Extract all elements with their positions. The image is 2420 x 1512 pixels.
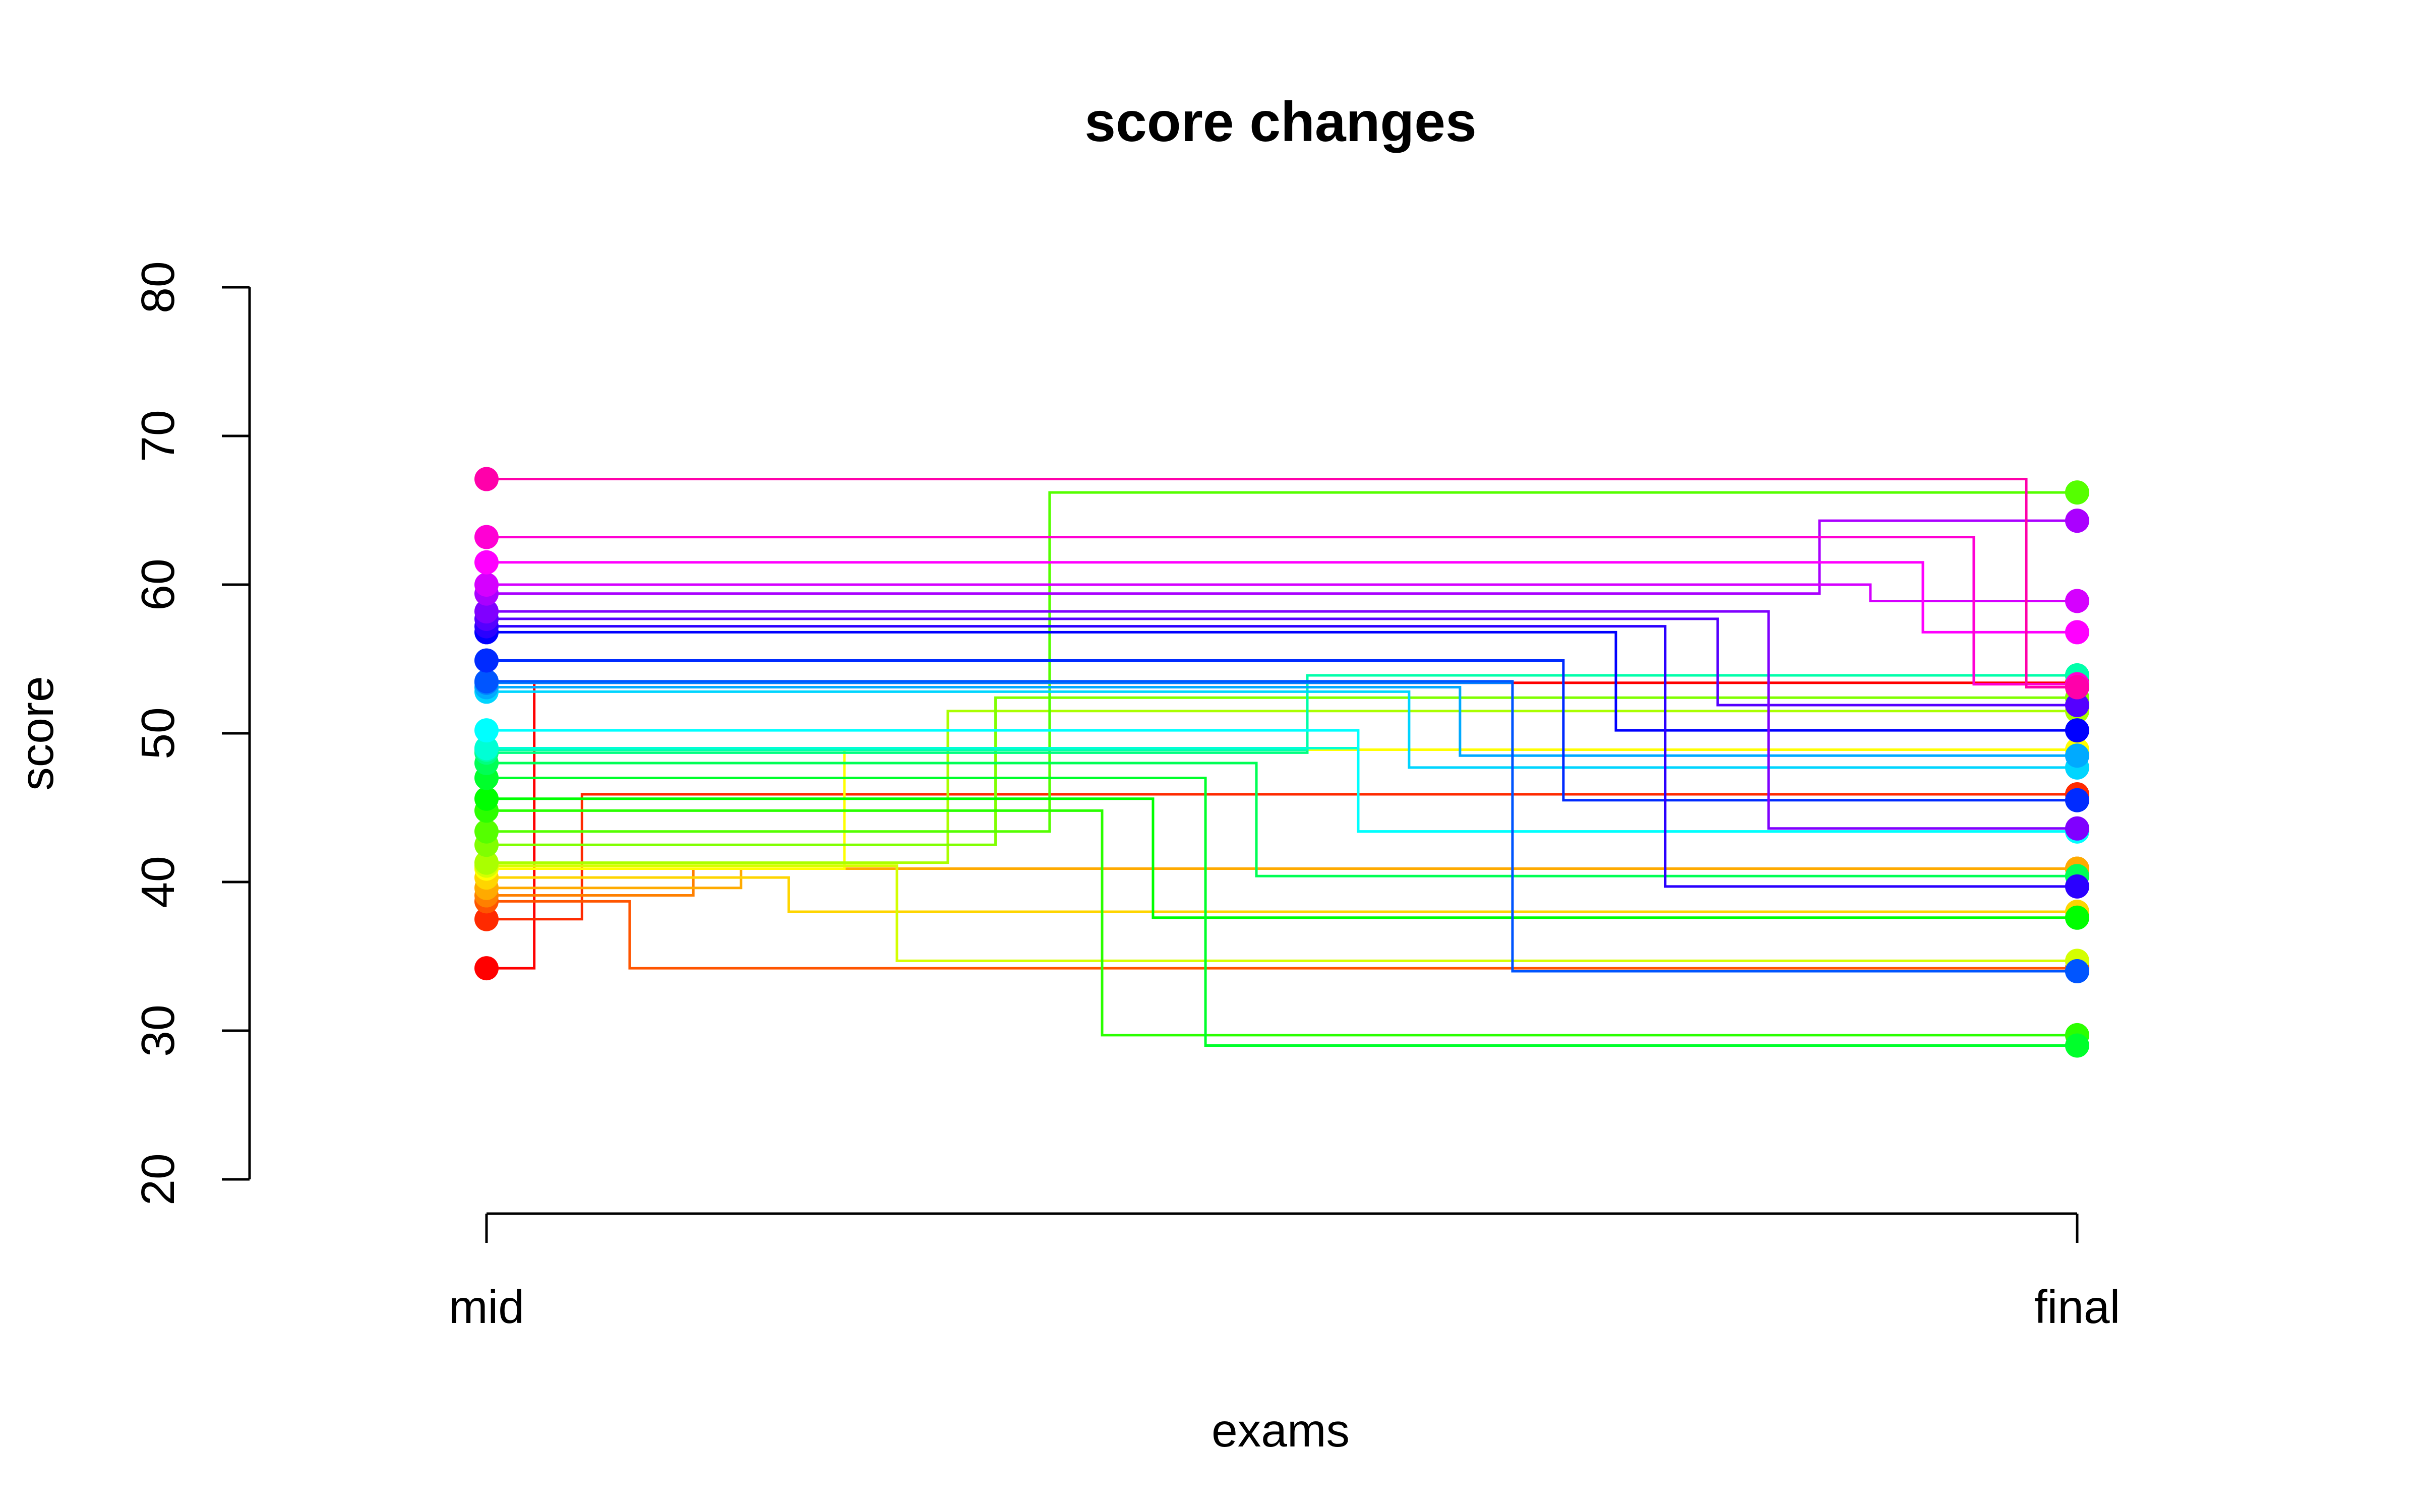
series-11 — [474, 480, 2089, 844]
series-3 — [474, 889, 2089, 981]
series-6 — [474, 865, 2089, 924]
mid-point — [474, 573, 499, 597]
series-22 — [474, 670, 2089, 983]
series-line — [487, 625, 2077, 888]
final-point — [2065, 874, 2089, 899]
mid-point — [474, 599, 499, 624]
series-8 — [474, 853, 2089, 973]
final-point — [2065, 959, 2089, 983]
mid-point — [474, 736, 499, 761]
series-23 — [474, 669, 2089, 983]
series-line — [487, 659, 2077, 802]
x-axis: mid final — [449, 1212, 2121, 1333]
mid-point — [474, 648, 499, 673]
series-2 — [474, 782, 2089, 931]
series-line — [487, 710, 2077, 864]
final-point — [2065, 480, 2089, 505]
mid-point — [474, 819, 499, 844]
y-tick-label: 40 — [132, 856, 184, 908]
mid-point — [474, 525, 499, 549]
series-line — [487, 680, 2077, 973]
final-point — [2065, 509, 2089, 533]
chart-title: score changes — [1084, 91, 1476, 153]
series-13 — [474, 786, 2089, 930]
final-point — [2065, 692, 2089, 717]
series-line — [487, 617, 2077, 707]
series-31 — [474, 550, 2089, 645]
series-33 — [474, 467, 2089, 700]
series-line — [487, 610, 2077, 830]
y-tick-label: 50 — [132, 707, 184, 759]
series-1 — [474, 670, 2089, 981]
series-28 — [474, 599, 2089, 841]
series-line — [487, 561, 2077, 634]
final-point — [2065, 675, 2089, 700]
final-point — [2065, 1033, 2089, 1058]
series-line — [487, 690, 2077, 769]
series-line — [487, 876, 2077, 913]
x-tick-label: final — [2034, 1281, 2121, 1333]
series-line — [487, 809, 2077, 1037]
series-12 — [474, 798, 2089, 1047]
series-line — [487, 681, 2077, 973]
mid-point — [474, 956, 499, 981]
y-axis-label: score — [11, 676, 63, 790]
mid-point — [474, 850, 499, 875]
series-line — [487, 674, 2077, 751]
series-line — [487, 900, 2077, 970]
y-tick-label: 80 — [132, 261, 184, 313]
series-line — [487, 631, 2077, 732]
final-point — [2065, 788, 2089, 812]
series-line — [487, 519, 2077, 595]
y-tick-label: 20 — [132, 1153, 184, 1205]
series-line — [487, 777, 2077, 1047]
x-tick-label: mid — [449, 1281, 524, 1333]
series-14 — [474, 766, 2089, 1058]
series-line — [487, 491, 2077, 833]
series-19 — [474, 718, 2089, 844]
series-27 — [474, 606, 2089, 717]
y-tick-label: 70 — [132, 410, 184, 462]
series-line — [487, 681, 2077, 970]
series-29 — [474, 509, 2089, 606]
final-point — [2065, 589, 2089, 613]
series-line — [487, 864, 2077, 962]
series-line — [487, 747, 2077, 833]
series-4 — [474, 856, 2089, 908]
mid-point — [474, 467, 499, 491]
series-line — [487, 478, 2077, 689]
mid-point — [474, 550, 499, 575]
series-9 — [474, 699, 2089, 875]
final-point — [2065, 743, 2089, 768]
series-line — [487, 762, 2077, 877]
series-line — [487, 797, 2077, 919]
y-tick-label: 30 — [132, 1004, 184, 1056]
series-line — [487, 793, 2077, 921]
mid-point — [474, 786, 499, 811]
y-axis: 20 30 40 50 60 70 80 — [132, 261, 251, 1206]
series-7 — [474, 737, 2089, 881]
series-24 — [474, 648, 2089, 812]
series-line — [487, 729, 2077, 833]
series-line — [487, 867, 2077, 897]
series-line — [487, 696, 2077, 846]
y-tick-label: 60 — [132, 558, 184, 610]
mid-point — [474, 907, 499, 931]
final-point — [2065, 816, 2089, 841]
mid-point — [474, 718, 499, 743]
final-point — [2065, 905, 2089, 930]
mid-point — [474, 669, 499, 694]
series-layer — [474, 467, 2089, 1058]
final-point — [2065, 620, 2089, 645]
final-point — [2065, 718, 2089, 743]
x-axis-label: exams — [1212, 1404, 1350, 1457]
